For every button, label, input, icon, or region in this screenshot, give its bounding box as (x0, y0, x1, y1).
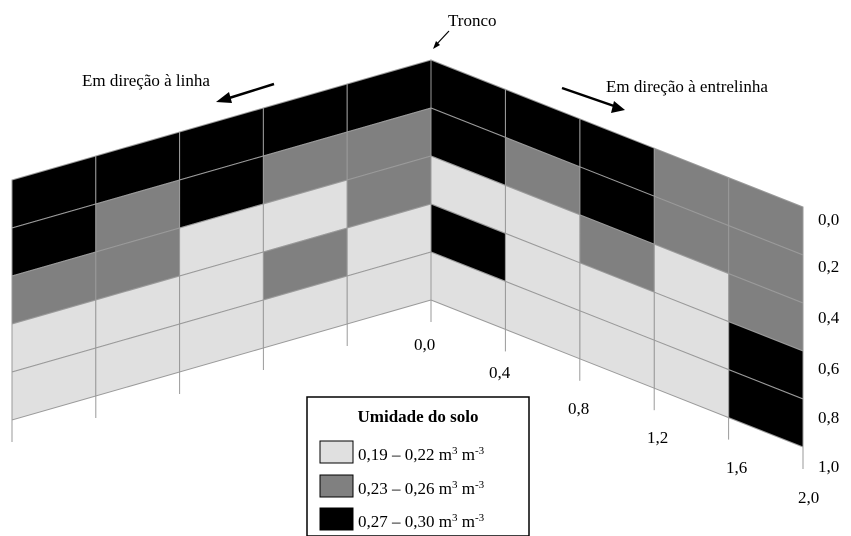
depth-tick-5: 1,0 (818, 457, 839, 476)
distance-tick-4: 1,6 (726, 458, 747, 477)
distance-tick-5: 2,0 (798, 488, 819, 507)
depth-tick-3: 0,6 (818, 359, 839, 378)
distance-tick-2: 0,8 (568, 399, 589, 418)
depth-tick-1: 0,2 (818, 257, 839, 276)
right-wall-interrow-direction (430, 59, 804, 448)
toward-row-label: Em direção à linha (82, 71, 210, 90)
legend-item-high: 0,27 – 0,30 m3 m-3 (358, 512, 485, 531)
toward-interrow-arrow-head (611, 101, 625, 113)
distance-tick-0: 0,0 (414, 335, 435, 354)
left-wall-row-direction (11, 59, 432, 421)
legend-swatch-low (319, 440, 354, 464)
trunk-label: Tronco (448, 11, 497, 30)
trunk-arrow-head (433, 41, 440, 49)
legend-title: Umidade do solo (358, 407, 479, 426)
grid-lines (11, 300, 804, 469)
depth-tick-4: 0,8 (818, 408, 839, 427)
distance-tick-1: 0,4 (489, 363, 511, 382)
legend-item-mid: 0,23 – 0,26 m3 m-3 (358, 479, 485, 498)
legend-swatch-high (319, 507, 354, 531)
distance-tick-3: 1,2 (647, 428, 668, 447)
toward-row-arrow-head (216, 92, 232, 103)
toward-interrow-arrow (561, 86, 615, 108)
legend-item-low: 0,19 – 0,22 m3 m-3 (358, 445, 485, 464)
toward-interrow-label: Em direção à entrelinha (606, 77, 768, 96)
legend: Umidade do solo 0,19 – 0,22 m3 m-3 0,23 … (306, 396, 530, 536)
legend-swatch-mid (319, 474, 354, 498)
toward-row-arrow (225, 82, 275, 101)
depth-tick-0: 0,0 (818, 210, 839, 229)
depth-tick-2: 0,4 (818, 308, 840, 327)
